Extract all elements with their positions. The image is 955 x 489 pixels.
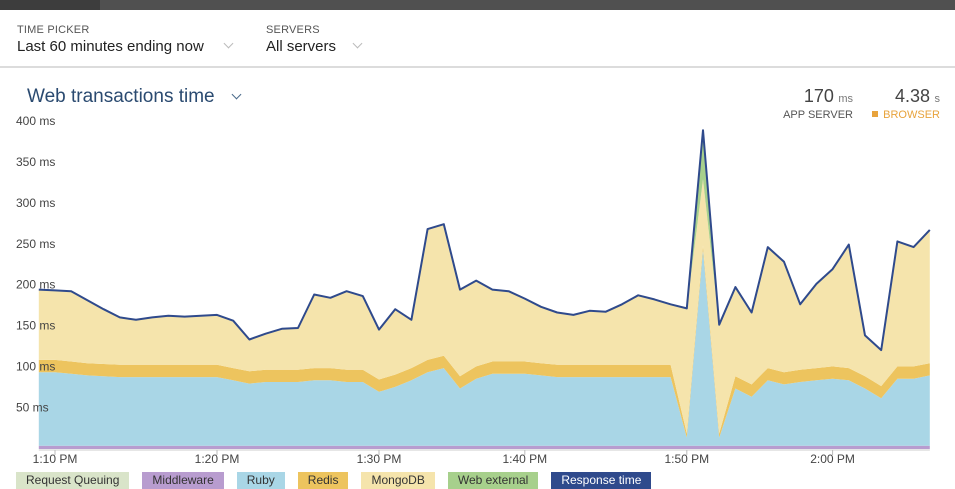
top-bar (0, 0, 955, 10)
filter-bar: TIME PICKER Last 60 minutes ending now S… (0, 10, 955, 68)
x-tick-label: 1:50 PM (664, 452, 709, 466)
y-tick-label: 300 ms (16, 196, 55, 210)
time-picker-value: Last 60 minutes ending now (17, 38, 204, 55)
app-server-value: 170 (803, 86, 834, 106)
y-tick-label: 150 ms (16, 319, 55, 333)
y-tick-label: 250 ms (16, 237, 55, 251)
legend-item[interactable]: Redis (297, 472, 349, 489)
time-picker[interactable]: TIME PICKER Last 60 minutes ending now (17, 24, 234, 55)
servers-value: All servers (266, 38, 337, 55)
x-tick-label: 1:30 PM (357, 452, 402, 466)
line (38, 129, 931, 352)
y-tick-label: 400 ms (16, 114, 55, 128)
servers-label: SERVERS (266, 24, 320, 36)
browser-label: BROWSER (872, 109, 940, 121)
y-tick-label: 350 ms (16, 155, 55, 169)
browser-unit: s (934, 93, 941, 105)
area (38, 445, 930, 449)
area (38, 179, 930, 434)
tab (0, 0, 100, 10)
legend-item[interactable]: Request Queuing (16, 472, 130, 489)
area (38, 249, 930, 446)
app-server-unit: ms (838, 93, 853, 105)
chart-title[interactable]: Web transactions time (27, 86, 215, 107)
legend: Request Queuing Middleware Ruby Redis MongoD… (16, 472, 652, 489)
app-server-stat: 170 ms APP SERVER (783, 86, 853, 121)
legend-item[interactable]: MongoDB (361, 472, 435, 489)
legend-item[interactable]: Web external (447, 472, 539, 489)
y-tick-label: 200 ms (16, 278, 55, 292)
app-server-label: APP SERVER (783, 109, 853, 121)
time-picker-label: TIME PICKER (17, 24, 90, 36)
browser-stat: 4.38 s BROWSER (872, 86, 940, 121)
y-tick-label: 100 ms (16, 359, 55, 373)
legend-item[interactable]: Middleware (142, 472, 224, 489)
legend-item[interactable]: Ruby (236, 472, 285, 489)
x-tick-label: 2:00 PM (810, 452, 855, 466)
x-tick-label: 1:10 PM (33, 452, 78, 466)
x-tick-label: 1:40 PM (502, 452, 547, 466)
browser-value: 4.38 (895, 86, 931, 106)
area (38, 245, 930, 438)
servers-picker[interactable]: SERVERS All servers (266, 24, 363, 55)
legend-item[interactable]: Response time (551, 472, 652, 489)
y-tick-label: 50 ms (16, 400, 49, 414)
x-tick-label: 1:20 PM (195, 452, 240, 466)
browser-label-text: BROWSER (883, 109, 940, 121)
browser-swatch (872, 111, 879, 117)
